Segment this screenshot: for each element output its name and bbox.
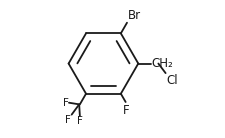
Text: F: F [122, 104, 129, 117]
Text: F: F [76, 116, 82, 126]
Text: Br: Br [128, 9, 141, 22]
Text: CH₂: CH₂ [151, 57, 172, 70]
Text: Cl: Cl [166, 74, 177, 87]
Text: F: F [65, 115, 71, 125]
Text: F: F [62, 98, 68, 108]
